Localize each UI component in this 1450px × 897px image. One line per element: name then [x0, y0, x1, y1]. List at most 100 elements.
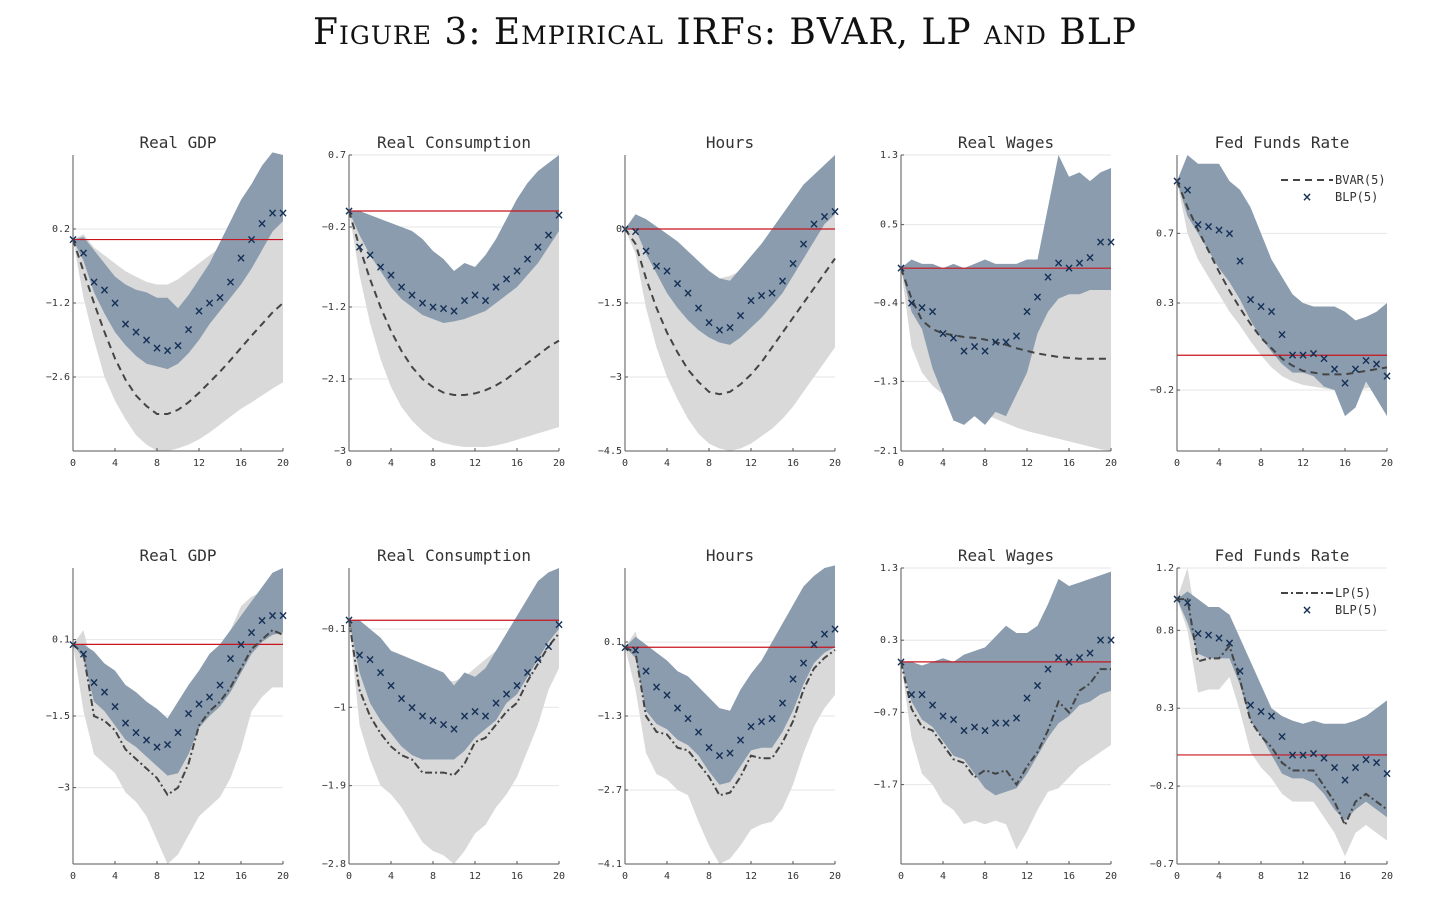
blp-marker: ×	[278, 206, 288, 220]
blp-marker: ×	[662, 688, 672, 702]
blp-marker: ×	[417, 709, 427, 723]
blp-marker: ×	[522, 665, 532, 679]
blp-marker: ×	[1011, 711, 1021, 725]
panel-bottom-3: Hours× ××××××××× ××× × ×××××× ×0.1−1.3−2.7−4.…	[598, 546, 841, 882]
panel-title: Fed Funds Rate	[1215, 546, 1350, 565]
y-tick-label: 0.2	[52, 224, 70, 235]
blp-marker: ×	[1319, 751, 1329, 765]
blp-marker: ×	[1350, 760, 1360, 774]
blp-marker: ×	[131, 325, 141, 339]
blp-marker: ×	[1106, 235, 1116, 249]
blp-marker: ×	[428, 300, 438, 314]
x-tick-label: 4	[112, 871, 118, 882]
blp-marker: ×	[798, 237, 808, 251]
x-tick-label: 0	[1174, 871, 1180, 882]
blp-marker: ×	[1371, 357, 1381, 371]
estimate-line	[348, 210, 560, 396]
x-tick-label: 8	[430, 871, 436, 882]
y-tick-label: 0.8	[1156, 625, 1174, 636]
blp-marker: ×	[183, 322, 193, 336]
blp-marker: ×	[1043, 662, 1053, 676]
blp-marker: ×	[1032, 679, 1042, 693]
blp-marker: ×	[278, 609, 288, 623]
blp-marker: ×	[1011, 329, 1021, 343]
blp-marker: ×	[830, 205, 840, 219]
x-tick-label: 4	[664, 871, 670, 882]
x-tick-label: 20	[1105, 871, 1117, 882]
blp-marker: ×	[735, 733, 745, 747]
blp-marker: ×	[819, 627, 829, 641]
blp-marker: ×	[78, 647, 88, 661]
blp-marker: ×	[110, 699, 120, 713]
x-tick-label: 4	[940, 871, 946, 882]
x-tick-label: 20	[1381, 871, 1393, 882]
blp-marker: ×	[672, 701, 682, 715]
x-tick-label: 16	[235, 458, 247, 469]
panel-title: Real Wages	[958, 133, 1054, 152]
y-tick-label: −2.6	[46, 372, 70, 383]
blp-marker: ×	[1308, 346, 1318, 360]
blp-marker: ×	[830, 622, 840, 636]
blp-marker: ×	[354, 240, 364, 254]
x-tick-label: 8	[1258, 871, 1264, 882]
blp-marker: ×	[938, 326, 948, 340]
blp-marker: ×	[1266, 709, 1276, 723]
panel-top-1: Real GDP××××××××× × ×××× ×××××× ×0.2−1.2−2.6…	[46, 133, 289, 469]
x-tick-label: 16	[787, 871, 799, 882]
blp-marker: ×	[236, 251, 246, 265]
x-tick-label: 8	[430, 458, 436, 469]
inner-credible-band	[349, 568, 559, 760]
y-tick-label: −1.2	[322, 302, 346, 313]
blp-marker: ×	[99, 685, 109, 699]
legend-marker-swatch: ×	[1302, 603, 1312, 617]
panel-bottom-2: Real Consumption×× ×××××× × × ×× × ××××××××−0.…	[322, 546, 565, 882]
blp-marker: ×	[183, 707, 193, 721]
y-tick-label: −0.7	[1150, 859, 1174, 870]
blp-marker: ×	[1203, 219, 1213, 233]
blp-marker: ×	[1287, 748, 1297, 762]
x-tick-label: 12	[1021, 458, 1033, 469]
blp-marker: ×	[1214, 631, 1224, 645]
blp-marker: ×	[1371, 756, 1381, 770]
blp-marker: ×	[948, 713, 958, 727]
blp-marker: ×	[173, 726, 183, 740]
x-tick-label: 16	[1339, 458, 1351, 469]
blp-marker: ×	[704, 741, 714, 755]
x-tick-label: 0	[1174, 458, 1180, 469]
blp-marker: ×	[470, 705, 480, 719]
blp-marker: ×	[522, 252, 532, 266]
blp-marker: ×	[1329, 760, 1339, 774]
inner-credible-band	[349, 155, 559, 323]
x-tick-label: 20	[553, 458, 565, 469]
blp-marker: ×	[990, 335, 1000, 349]
blp-marker: ×	[906, 296, 916, 310]
blp-marker: ×	[375, 665, 385, 679]
blp-marker: ×	[641, 244, 651, 258]
blp-marker: ×	[1266, 305, 1276, 319]
blp-marker: ×	[1074, 651, 1084, 665]
blp-marker: ×	[120, 716, 130, 730]
blp-marker: ×	[501, 687, 511, 701]
blp-marker: ×	[1095, 633, 1105, 647]
blp-marker: ×	[215, 291, 225, 305]
blp-marker: ×	[927, 698, 937, 712]
blp-marker: ×	[204, 690, 214, 704]
blp-marker: ×	[1298, 348, 1308, 362]
blp-marker: ×	[1245, 293, 1255, 307]
y-tick-label: −0.2	[322, 222, 346, 233]
x-tick-label: 12	[745, 871, 757, 882]
inner-credible-band	[625, 155, 835, 345]
legend-marker-label: BLP(5)	[1335, 603, 1378, 617]
y-tick-label: −2.7	[598, 785, 622, 796]
blp-marker: ×	[512, 679, 522, 693]
blp-marker: ×	[162, 738, 172, 752]
blp-marker: ×	[767, 286, 777, 300]
blp-marker: ×	[428, 713, 438, 727]
blp-marker: ×	[152, 341, 162, 355]
inner-credible-band	[901, 571, 1111, 796]
blp-marker: ×	[1053, 256, 1063, 270]
panel-title: Real GDP	[139, 133, 216, 152]
blp-marker: ×	[756, 289, 766, 303]
blp-marker: ×	[959, 723, 969, 737]
legend-line-label: LP(5)	[1335, 586, 1371, 600]
